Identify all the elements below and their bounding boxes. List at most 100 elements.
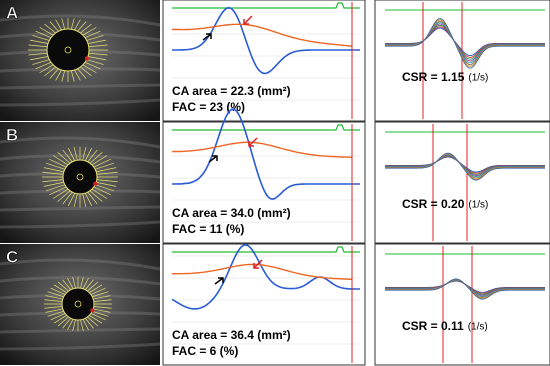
area-chart bbox=[162, 121, 366, 244]
strain-ray bbox=[62, 279, 72, 290]
strain-ray bbox=[49, 158, 67, 168]
strain-ray bbox=[82, 64, 97, 73]
strain-ray bbox=[93, 186, 111, 196]
strain-ray bbox=[44, 23, 56, 34]
strain-ray bbox=[96, 181, 117, 187]
ecg-trace bbox=[172, 2, 360, 9]
strain-ray bbox=[90, 313, 106, 321]
strain-ray bbox=[80, 66, 92, 77]
strain-ray bbox=[29, 56, 49, 61]
strain-ray bbox=[49, 68, 59, 79]
strain-ray bbox=[57, 281, 69, 292]
area-text: CA area = 34.0 (mm²) bbox=[172, 206, 291, 220]
strain-ray bbox=[42, 171, 64, 175]
strain-ray bbox=[80, 319, 84, 331]
strain-ray bbox=[93, 306, 112, 309]
strain-ray bbox=[96, 179, 118, 183]
strain-ray bbox=[95, 184, 114, 192]
strain-ray bbox=[82, 27, 97, 36]
fac-trace bbox=[172, 141, 353, 159]
strain-ray bbox=[74, 19, 81, 31]
strain-ray bbox=[86, 59, 104, 65]
strain-ray bbox=[57, 152, 71, 164]
strain-ray bbox=[95, 162, 114, 170]
strain-ray bbox=[70, 18, 75, 30]
strain-ray bbox=[67, 319, 74, 331]
strain-ray bbox=[89, 284, 103, 293]
csr-unit: (1/s) bbox=[468, 200, 488, 211]
strain-ray bbox=[84, 279, 94, 290]
tissue-band bbox=[0, 98, 161, 107]
strain-ray bbox=[55, 69, 62, 81]
strain-ray bbox=[35, 30, 52, 38]
strain-ray bbox=[43, 181, 64, 187]
ref-point bbox=[93, 181, 98, 186]
strain-ray bbox=[44, 306, 63, 309]
strain-ray bbox=[67, 147, 76, 161]
strain-ray bbox=[32, 35, 50, 41]
strain-ray bbox=[87, 56, 107, 61]
strain-ray bbox=[46, 162, 65, 170]
arrow bbox=[202, 33, 212, 41]
strain-ray bbox=[50, 287, 66, 295]
arrow bbox=[208, 155, 218, 163]
ref-point bbox=[84, 56, 89, 61]
area-trace bbox=[172, 108, 360, 200]
strain-ray bbox=[77, 21, 87, 32]
strain-ray bbox=[39, 27, 54, 36]
strain-ray bbox=[67, 193, 76, 207]
tissue-band bbox=[0, 276, 161, 286]
strain-ray bbox=[84, 30, 101, 38]
strain-curve bbox=[385, 278, 545, 300]
strain-ray bbox=[35, 62, 52, 70]
strain-ray bbox=[28, 44, 48, 48]
strain-ray bbox=[44, 66, 56, 77]
panel-label: B bbox=[6, 125, 18, 144]
tissue-band bbox=[0, 258, 161, 271]
tissue-band bbox=[0, 14, 161, 27]
strain-ray bbox=[91, 155, 108, 166]
strain-ray bbox=[93, 308, 111, 313]
strain-ray bbox=[91, 188, 108, 199]
csr-text: CSR = 1.15 bbox=[402, 70, 465, 84]
ecg-trace bbox=[172, 124, 360, 131]
tissue-band bbox=[0, 136, 161, 149]
artery-lumen bbox=[62, 159, 98, 195]
strain-ray bbox=[82, 319, 89, 331]
strain-ray bbox=[87, 149, 98, 163]
strain-ray bbox=[70, 70, 75, 82]
strain-ray bbox=[88, 52, 108, 56]
area-trace bbox=[171, 244, 360, 310]
panel-label: C bbox=[6, 247, 18, 266]
strain-ray bbox=[47, 291, 64, 298]
strain-ray bbox=[45, 295, 63, 300]
strain-ray bbox=[52, 155, 69, 166]
center-mark bbox=[74, 300, 82, 308]
strain-ray bbox=[53, 284, 67, 293]
strain-ray bbox=[96, 171, 118, 175]
strain-ray bbox=[55, 19, 62, 31]
tissue-band bbox=[0, 205, 161, 212]
strain-ray bbox=[89, 315, 103, 324]
strain-ray bbox=[73, 146, 78, 161]
strain-ray bbox=[89, 190, 103, 202]
strain-rate-chart bbox=[374, 243, 550, 366]
strain-ray bbox=[80, 277, 84, 289]
strain-ray bbox=[44, 299, 63, 302]
strain-ray bbox=[89, 152, 103, 164]
tissue-band bbox=[0, 342, 161, 351]
strain-ray bbox=[96, 167, 117, 173]
strain-ray bbox=[87, 316, 99, 327]
ref-point bbox=[90, 308, 95, 313]
csr-text: CSR = 0.11 bbox=[402, 319, 464, 333]
strain-ray bbox=[39, 64, 54, 73]
center-mark bbox=[64, 46, 72, 54]
area-text: CA area = 22.3 (mm²) bbox=[172, 84, 291, 98]
csr-unit: (1/s) bbox=[468, 73, 488, 84]
strain-ray bbox=[53, 315, 67, 324]
strain-ray bbox=[45, 308, 63, 313]
strain-ray bbox=[93, 295, 111, 300]
strain-ray bbox=[50, 313, 66, 321]
strain-ray bbox=[67, 277, 74, 289]
